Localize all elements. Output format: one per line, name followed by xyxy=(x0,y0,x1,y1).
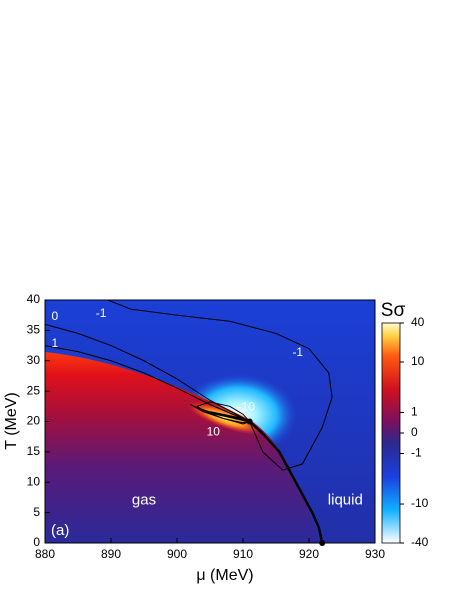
x-tick-label: 900 xyxy=(167,547,187,561)
contour-line xyxy=(107,300,333,471)
colorbar-tick-label: 0 xyxy=(411,425,418,439)
colorbar-tick-label: 1 xyxy=(411,405,418,419)
annotation: 1 xyxy=(52,336,59,350)
annotation: 0 xyxy=(52,309,59,323)
colorbar-tick-label: 10 xyxy=(411,354,425,368)
annotation: gas xyxy=(132,491,156,508)
contour-line xyxy=(45,345,250,422)
y-tick-label: 25 xyxy=(27,383,41,397)
y-tick-label: 20 xyxy=(27,414,41,428)
contour-line xyxy=(209,411,324,543)
x-tick-label: 930 xyxy=(365,547,385,561)
colorbar-title: Sσ xyxy=(381,300,406,321)
x-tick-label: 890 xyxy=(101,547,121,561)
colorbar-tick-label: -40 xyxy=(411,535,429,549)
y-tick-label: 35 xyxy=(27,323,41,337)
y-tick-label: 5 xyxy=(33,505,40,519)
annotation: liquid xyxy=(328,491,363,508)
annotation: -1 xyxy=(292,345,303,359)
annotation: (a) xyxy=(51,522,69,539)
x-tick-label: 920 xyxy=(299,547,319,561)
x-tick-label: 880 xyxy=(35,547,55,561)
colorbar-tick-label: -10 xyxy=(411,496,429,510)
x-tick-label: 910 xyxy=(233,547,253,561)
y-tick-label: 15 xyxy=(27,444,41,458)
y-tick-label: 10 xyxy=(27,474,41,488)
colorbar-tick-label: -1 xyxy=(411,446,422,460)
y-tick-label: 30 xyxy=(27,353,41,367)
point xyxy=(319,540,326,546)
y-tick-label: 0 xyxy=(33,535,40,549)
point xyxy=(246,418,253,425)
y-tick-label: 40 xyxy=(27,292,41,306)
heatmap xyxy=(45,300,375,543)
y-axis-label: T (MeV) xyxy=(3,392,20,449)
colorbar-tick-label: 40 xyxy=(411,315,425,329)
x-axis-label: μ (MeV) xyxy=(196,567,253,584)
contour-line xyxy=(45,323,250,422)
annotation: -1 xyxy=(96,306,107,320)
annotation: -10 xyxy=(238,400,256,414)
annotation: 10 xyxy=(207,425,221,439)
colorbar xyxy=(381,322,401,544)
